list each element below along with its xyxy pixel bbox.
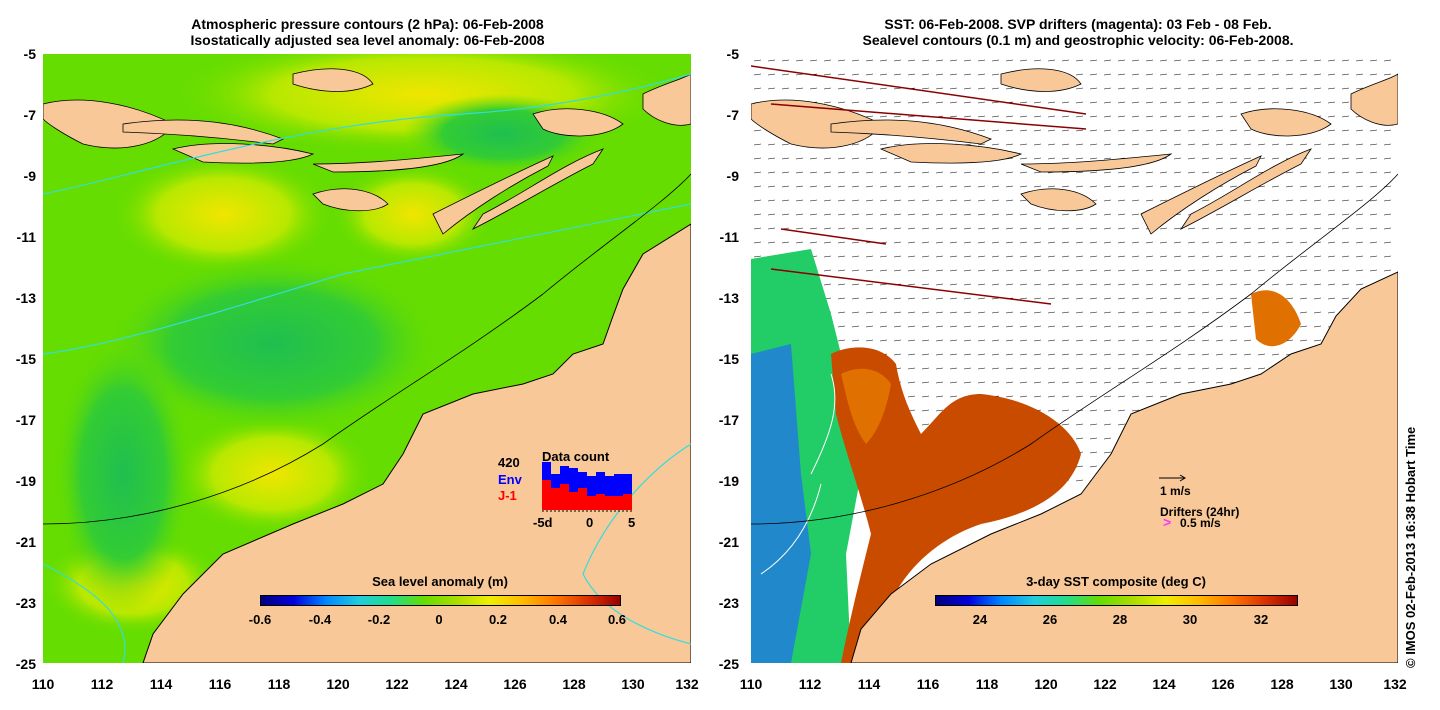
right-y-tick: -11 xyxy=(719,229,739,245)
data-count-j1: J-1 xyxy=(498,488,517,503)
data-count-env: Env xyxy=(498,472,522,487)
data-count-title: Data count xyxy=(542,449,610,464)
left-x-tick: 116 xyxy=(208,676,232,692)
left-colorbar-tick: -0.6 xyxy=(248,612,272,627)
left-x-tick: 122 xyxy=(385,676,409,692)
right-y-tick: -7 xyxy=(726,107,739,123)
right-colorbar-tick: 28 xyxy=(1112,612,1128,627)
left-y-tick: -25 xyxy=(15,656,36,672)
left-y-tick: -15 xyxy=(15,351,36,367)
histogram-bars xyxy=(542,462,632,510)
left-colorbar-tick: -0.4 xyxy=(308,612,332,627)
left-y-tick: -17 xyxy=(15,412,36,428)
right-y-tick: -23 xyxy=(718,595,739,611)
left-colorbar-tick: 0 xyxy=(435,612,443,627)
left-x-tick: 114 xyxy=(149,676,173,692)
data-count-max: 420 xyxy=(498,455,520,470)
right-title-line1: SST: 06-Feb-2008. SVP drifters (magenta)… xyxy=(884,16,1272,32)
left-colorbar-title: Sea level anomaly (m) xyxy=(372,574,508,589)
right-colorbar-tick: 24 xyxy=(972,612,988,627)
left-x-tick: 128 xyxy=(562,676,586,692)
left-y-tick: -11 xyxy=(16,229,36,245)
right-x-tick: 114 xyxy=(857,676,881,692)
sea-level-anomaly-map xyxy=(43,54,691,663)
left-x-tick: 112 xyxy=(90,676,114,692)
left-x-tick: 130 xyxy=(621,676,645,692)
left-y-tick: -5 xyxy=(23,46,36,62)
right-y-tick: -25 xyxy=(718,656,739,672)
right-y-tick: -19 xyxy=(718,473,739,489)
right-colorbar-tick: 32 xyxy=(1253,612,1269,627)
left-y-tick: -13 xyxy=(15,290,36,306)
right-x-tick: 120 xyxy=(1034,676,1058,692)
right-colorbar-tick: 26 xyxy=(1042,612,1058,627)
left-title-line1: Atmospheric pressure contours (2 hPa): 0… xyxy=(191,16,544,32)
left-y-tick: -9 xyxy=(23,168,36,184)
velocity-arrow-icon xyxy=(1159,474,1186,482)
right-title-line2: Sealevel contours (0.1 m) and geostrophi… xyxy=(862,32,1294,48)
left-x-tick: 124 xyxy=(444,676,468,692)
drifter-marker: > xyxy=(1163,514,1172,530)
left-x-tick: 118 xyxy=(267,676,291,692)
left-x-tick: 132 xyxy=(675,676,699,692)
right-x-tick: 124 xyxy=(1152,676,1176,692)
left-colorbar-tick: 0.4 xyxy=(548,612,568,627)
right-y-tick: -17 xyxy=(718,412,739,428)
right-colorbar-title: 3-day SST composite (deg C) xyxy=(1026,574,1206,589)
left-title-line2: Isostatically adjusted sea level anomaly… xyxy=(190,32,545,48)
left-y-tick: -7 xyxy=(23,107,36,123)
left-y-tick: -19 xyxy=(15,473,36,489)
right-x-tick: 118 xyxy=(975,676,999,692)
data-count-xtick: 5 xyxy=(628,515,636,530)
right-y-tick: -9 xyxy=(726,168,739,184)
right-x-tick: 130 xyxy=(1329,676,1353,692)
left-x-tick: 120 xyxy=(326,676,350,692)
right-x-tick: 132 xyxy=(1383,676,1407,692)
right-y-tick: -21 xyxy=(718,534,739,550)
right-x-tick: 116 xyxy=(916,676,940,692)
right-colorbar-tick: 30 xyxy=(1182,612,1198,627)
data-count-histogram xyxy=(542,462,632,512)
right-colorbar-gradient xyxy=(935,595,1298,606)
left-y-tick: -21 xyxy=(15,534,36,550)
right-x-tick: 122 xyxy=(1093,676,1117,692)
left-x-tick: 126 xyxy=(503,676,527,692)
left-x-tick: 110 xyxy=(31,676,55,692)
credit-text: © IMOS 02-Feb-2013 16:38 Hobart Time xyxy=(1403,426,1418,668)
right-x-tick: 112 xyxy=(798,676,822,692)
right-x-tick: 128 xyxy=(1270,676,1294,692)
drifters-speed-label: 0.5 m/s xyxy=(1180,516,1221,530)
right-y-tick: -13 xyxy=(718,290,739,306)
right-x-tick: 126 xyxy=(1211,676,1235,692)
data-count-xtick: -5d xyxy=(533,515,553,530)
left-colorbar-tick: 0.6 xyxy=(607,612,627,627)
right-y-tick: -5 xyxy=(726,46,739,62)
velocity-scale-label: 1 m/s xyxy=(1160,484,1191,498)
right-y-tick: -15 xyxy=(718,351,739,367)
left-y-tick: -23 xyxy=(15,595,36,611)
drifters-label: Drifters (24hr) xyxy=(1160,505,1240,519)
left-colorbar-tick: 0.2 xyxy=(488,612,508,627)
left-colorbar-tick: -0.2 xyxy=(367,612,391,627)
data-count-xtick: 0 xyxy=(586,515,594,530)
sst-map xyxy=(751,54,1398,663)
right-x-tick: 110 xyxy=(739,676,763,692)
left-colorbar-gradient xyxy=(260,595,621,606)
